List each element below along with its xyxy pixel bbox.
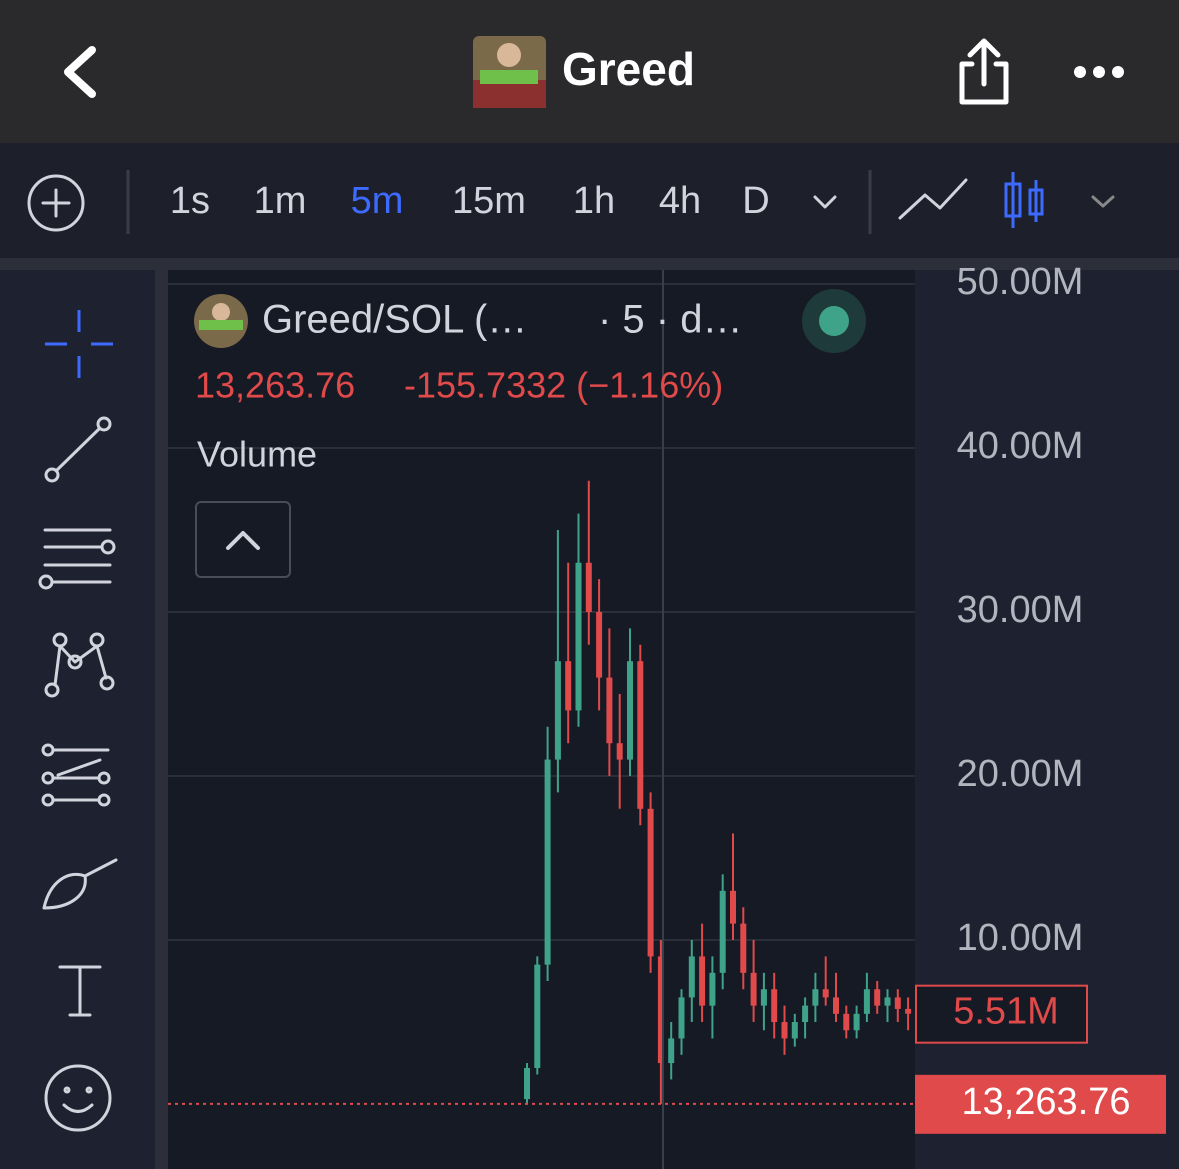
add-button[interactable] [27,174,85,232]
candle-body [688,956,695,998]
candle-body [760,989,767,1006]
candle-body [781,1022,788,1039]
separator [0,258,1179,270]
last-value-label: 5.51M [953,991,1059,1033]
interval-option[interactable]: 1s [170,180,210,222]
study-name: Volume [197,434,317,475]
collapse-button[interactable] [195,501,291,578]
y-tick-label: 20.00M [957,753,1084,795]
candle-body [554,661,561,760]
candle-body [750,972,757,1006]
interval-option[interactable]: 4h [659,180,701,222]
candle-body [699,956,706,1006]
brush-tool[interactable] [42,858,118,910]
trendline-tool[interactable] [44,416,112,483]
candle-body [802,1005,809,1023]
last-price: 13,263.76 [195,365,355,406]
candle-body [616,743,623,760]
candle-body [585,562,592,612]
candle-body [874,989,881,1006]
candle-body [668,1038,675,1064]
price-tag [915,1074,1166,1134]
candle-body [905,1008,912,1014]
toolbar [0,143,1179,258]
candle-body [771,989,778,1023]
plot-area: 10.00M 20.00M 30.00M 40.00M 50.00M 13,263.76 5… [168,261,1179,1169]
emoji-tool[interactable] [44,1064,112,1132]
candle-body [544,759,551,965]
plot-background [168,270,915,1169]
y-tick-label: 30.00M [957,589,1084,631]
candle-body [791,1022,798,1039]
candle-body [596,611,603,678]
share-button[interactable] [959,38,1009,105]
candle-body [740,923,747,973]
candle-body [833,997,839,1014]
candle-body [647,808,654,957]
candle-body [524,1067,530,1100]
y-tick-label: 10.00M [957,917,1084,959]
candle-body [822,989,829,998]
back-button[interactable] [64,46,96,98]
candle-body [853,1013,860,1031]
line-style-button[interactable] [898,178,968,220]
candle-style-button[interactable] [1004,172,1044,228]
header-title: Greed [562,43,695,95]
y-tick-label: 50.00M [957,261,1084,303]
interval-list: 1s 1m 5m 15m 1h 4h D [170,180,770,222]
candle-body [843,1013,850,1031]
candle-body [657,956,664,1064]
candle-body [606,677,613,744]
interval-option[interactable]: 15m [452,180,526,222]
candle-body [863,989,870,1014]
token-avatar [473,36,546,108]
projection-tool[interactable] [41,743,111,807]
fib-tool[interactable] [38,528,116,590]
candle-body [678,997,685,1039]
last-value-box [915,984,1088,1044]
drawing-sidebar [0,270,155,1169]
candle-body [894,997,901,1009]
text-tool[interactable] [58,965,102,1017]
interval-option[interactable]: 1h [573,180,615,222]
price-change: -155.7332 (−1.16%) [404,365,723,406]
candle-body [884,997,891,1006]
symbol-name: Greed/SOL (… [262,298,527,342]
candle-body [534,964,541,1068]
candle-body [575,562,582,711]
market-status [802,289,866,353]
y-tick-label: 40.00M [957,425,1084,467]
candle-body [627,661,633,760]
legend-avatar [194,294,248,348]
price-tag-label: 13,263.76 [961,1081,1130,1123]
candle-body [637,661,644,809]
crosshair-tool[interactable] [45,310,113,378]
candle-body [709,972,716,1006]
more-button[interactable] [1074,66,1124,78]
candle-body [719,890,726,973]
candle-body [812,989,819,1006]
pattern-tool[interactable] [44,632,115,698]
candle-body [730,890,736,924]
interval-option[interactable]: 1m [254,180,307,222]
separator [155,270,168,1169]
symbol-interval: · 5 · d… [598,298,742,342]
interval-option[interactable]: D [742,180,769,222]
style-dropdown[interactable] [1091,195,1115,208]
candle-body [565,661,572,711]
interval-option[interactable]: 5m [351,180,404,222]
interval-dropdown[interactable] [813,195,837,209]
